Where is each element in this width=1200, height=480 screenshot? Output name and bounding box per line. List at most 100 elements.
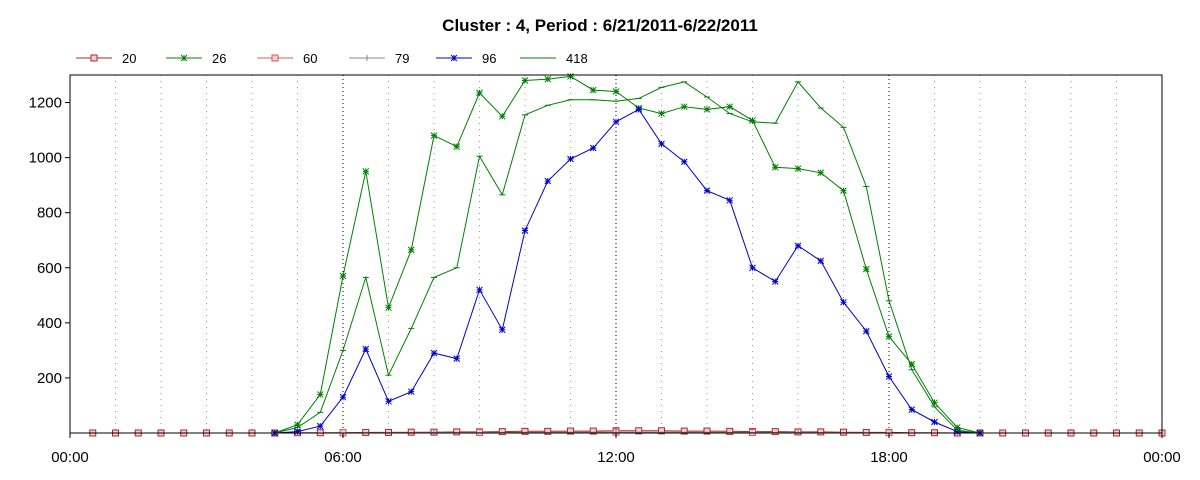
data-point	[271, 54, 279, 62]
legend-label: 20	[122, 51, 136, 66]
legend-item-418: 418	[520, 51, 588, 66]
data-point	[658, 140, 665, 148]
data-point	[749, 117, 756, 124]
data-point	[771, 278, 779, 285]
data-point	[703, 106, 711, 113]
data-point	[931, 418, 938, 426]
legend-item-20: 20	[76, 51, 136, 66]
series-line	[274, 108, 981, 434]
legend: 20 26 60 79 96 418	[76, 51, 588, 66]
data-point	[726, 103, 734, 111]
data-point	[521, 427, 529, 435]
series-418	[271, 81, 983, 434]
data-point	[726, 427, 734, 435]
grid	[115, 75, 1117, 433]
data-point	[521, 77, 529, 84]
legend-item-96: 96	[436, 51, 496, 66]
data-point	[180, 54, 188, 62]
data-point	[316, 422, 324, 430]
y-tick-label: 200	[37, 370, 62, 387]
data-point	[339, 393, 347, 401]
data-point	[567, 427, 574, 435]
data-point	[385, 397, 392, 405]
data-point	[862, 265, 870, 273]
axes: 200 400 600 800 1000 1200 00:00 06:00 12:00 18:00…	[29, 95, 1181, 466]
data-point	[453, 143, 461, 150]
data-point	[680, 427, 688, 435]
y-tick-label: 600	[37, 260, 62, 277]
x-tick-label: 18:00	[870, 449, 908, 466]
series-96	[271, 106, 984, 437]
x-tick-label: 00:00	[51, 449, 89, 466]
data-point	[703, 187, 711, 195]
series-line	[274, 75, 981, 434]
data-point	[817, 169, 825, 177]
y-tick-label: 800	[37, 205, 62, 222]
x-tick-label: 12:00	[597, 449, 635, 466]
data-point	[885, 373, 893, 380]
data-point	[658, 110, 665, 117]
data-point	[430, 132, 438, 139]
data-point	[771, 428, 779, 436]
data-point	[498, 326, 506, 334]
data-point	[316, 391, 324, 398]
data-point	[453, 355, 461, 362]
legend-item-79: 79	[349, 51, 409, 66]
data-point	[703, 427, 711, 435]
x-tick-label: 06:00	[324, 449, 362, 466]
data-point	[771, 163, 779, 171]
x-tick-label: 00:00	[1143, 449, 1181, 466]
legend-item-60: 60	[257, 51, 317, 66]
y-tick-label: 1000	[29, 150, 62, 167]
legend-label: 418	[566, 51, 588, 66]
data-point	[862, 327, 870, 335]
data-point	[817, 257, 825, 265]
data-point	[885, 333, 893, 340]
data-point	[726, 196, 734, 204]
data-point	[908, 406, 916, 413]
data-point	[364, 55, 370, 61]
data-point	[362, 345, 370, 353]
data-point	[635, 427, 643, 435]
legend-item-26: 26	[166, 51, 226, 66]
legend-label: 79	[395, 51, 409, 66]
data-point	[407, 388, 415, 396]
y-tick-label: 400	[37, 315, 62, 332]
chart-title: Cluster : 4, Period : 6/21/2011-6/22/201…	[442, 16, 758, 35]
data-point	[794, 165, 802, 172]
data-point	[339, 272, 347, 280]
series-line	[274, 81, 981, 434]
data-point	[498, 112, 506, 120]
data-point	[385, 304, 392, 312]
data-point	[794, 242, 802, 250]
data-point	[589, 144, 597, 152]
data-point	[635, 106, 643, 113]
data-point	[840, 298, 847, 306]
data-point	[567, 155, 574, 163]
data-point	[658, 427, 665, 435]
data-point	[90, 54, 98, 62]
data-point	[840, 187, 847, 195]
data-point	[450, 54, 458, 62]
plot-series	[89, 73, 1166, 437]
data-point	[817, 428, 825, 436]
data-point	[294, 428, 301, 435]
series-26	[271, 73, 984, 437]
data-point	[544, 177, 552, 185]
data-point	[544, 427, 552, 435]
y-tick-label: 1200	[29, 95, 62, 112]
data-point	[567, 73, 574, 80]
data-point	[476, 89, 483, 97]
data-point	[453, 428, 461, 436]
legend-label: 96	[482, 51, 496, 66]
data-point	[612, 118, 620, 126]
data-point	[589, 86, 597, 94]
data-point	[430, 349, 438, 357]
legend-label: 60	[303, 51, 317, 66]
data-point	[407, 246, 415, 254]
data-point	[680, 158, 688, 166]
data-point	[476, 286, 483, 294]
legend-label: 26	[212, 51, 226, 66]
data-point	[612, 88, 620, 95]
data-point	[589, 427, 597, 435]
